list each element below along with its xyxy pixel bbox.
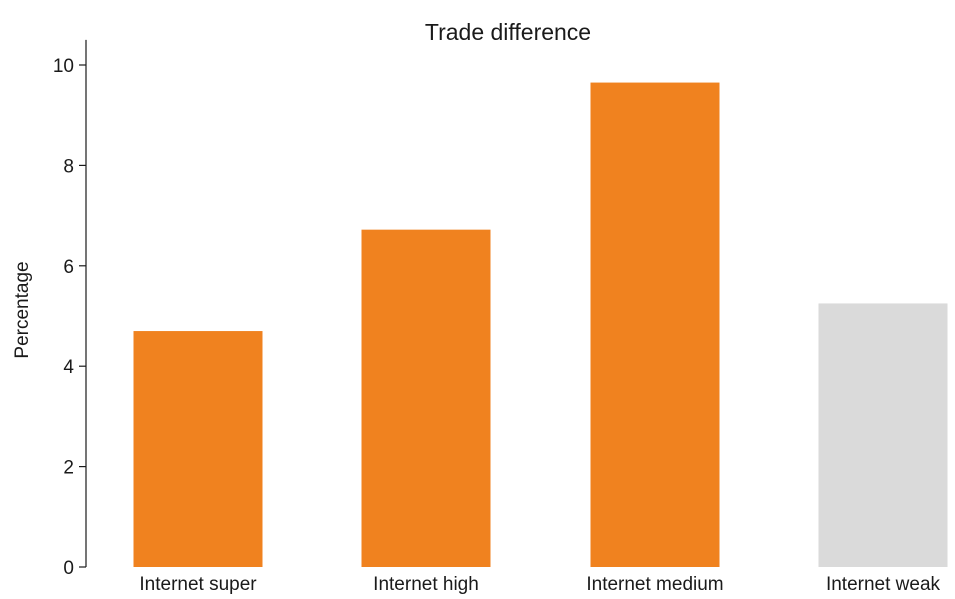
y-tick-label: 8 (63, 156, 74, 177)
y-tick-label: 6 (63, 257, 74, 278)
y-tick-label: 2 (63, 458, 74, 479)
x-category-label: Internet super (139, 574, 257, 594)
chart-title: Trade difference (425, 19, 591, 45)
y-tick-label: 10 (53, 56, 74, 77)
bars-group (133, 82, 948, 567)
bar-internet-medium (590, 82, 720, 567)
x-axis-labels: Internet super Internet high Internet medi… (139, 574, 941, 595)
bar-internet-high (361, 229, 491, 567)
y-tick-label: 4 (63, 357, 74, 378)
bar-internet-weak (818, 303, 948, 567)
x-category-label: Internet medium (586, 574, 723, 594)
x-category-label: Internet weak (826, 574, 941, 594)
x-category-label: Internet high (373, 574, 479, 594)
y-axis-label: Percentage (12, 261, 33, 358)
y-tick-label: 0 (63, 558, 74, 579)
bar-internet-super (133, 331, 263, 567)
y-axis-ticks: 0 2 4 6 8 10 (53, 56, 86, 579)
